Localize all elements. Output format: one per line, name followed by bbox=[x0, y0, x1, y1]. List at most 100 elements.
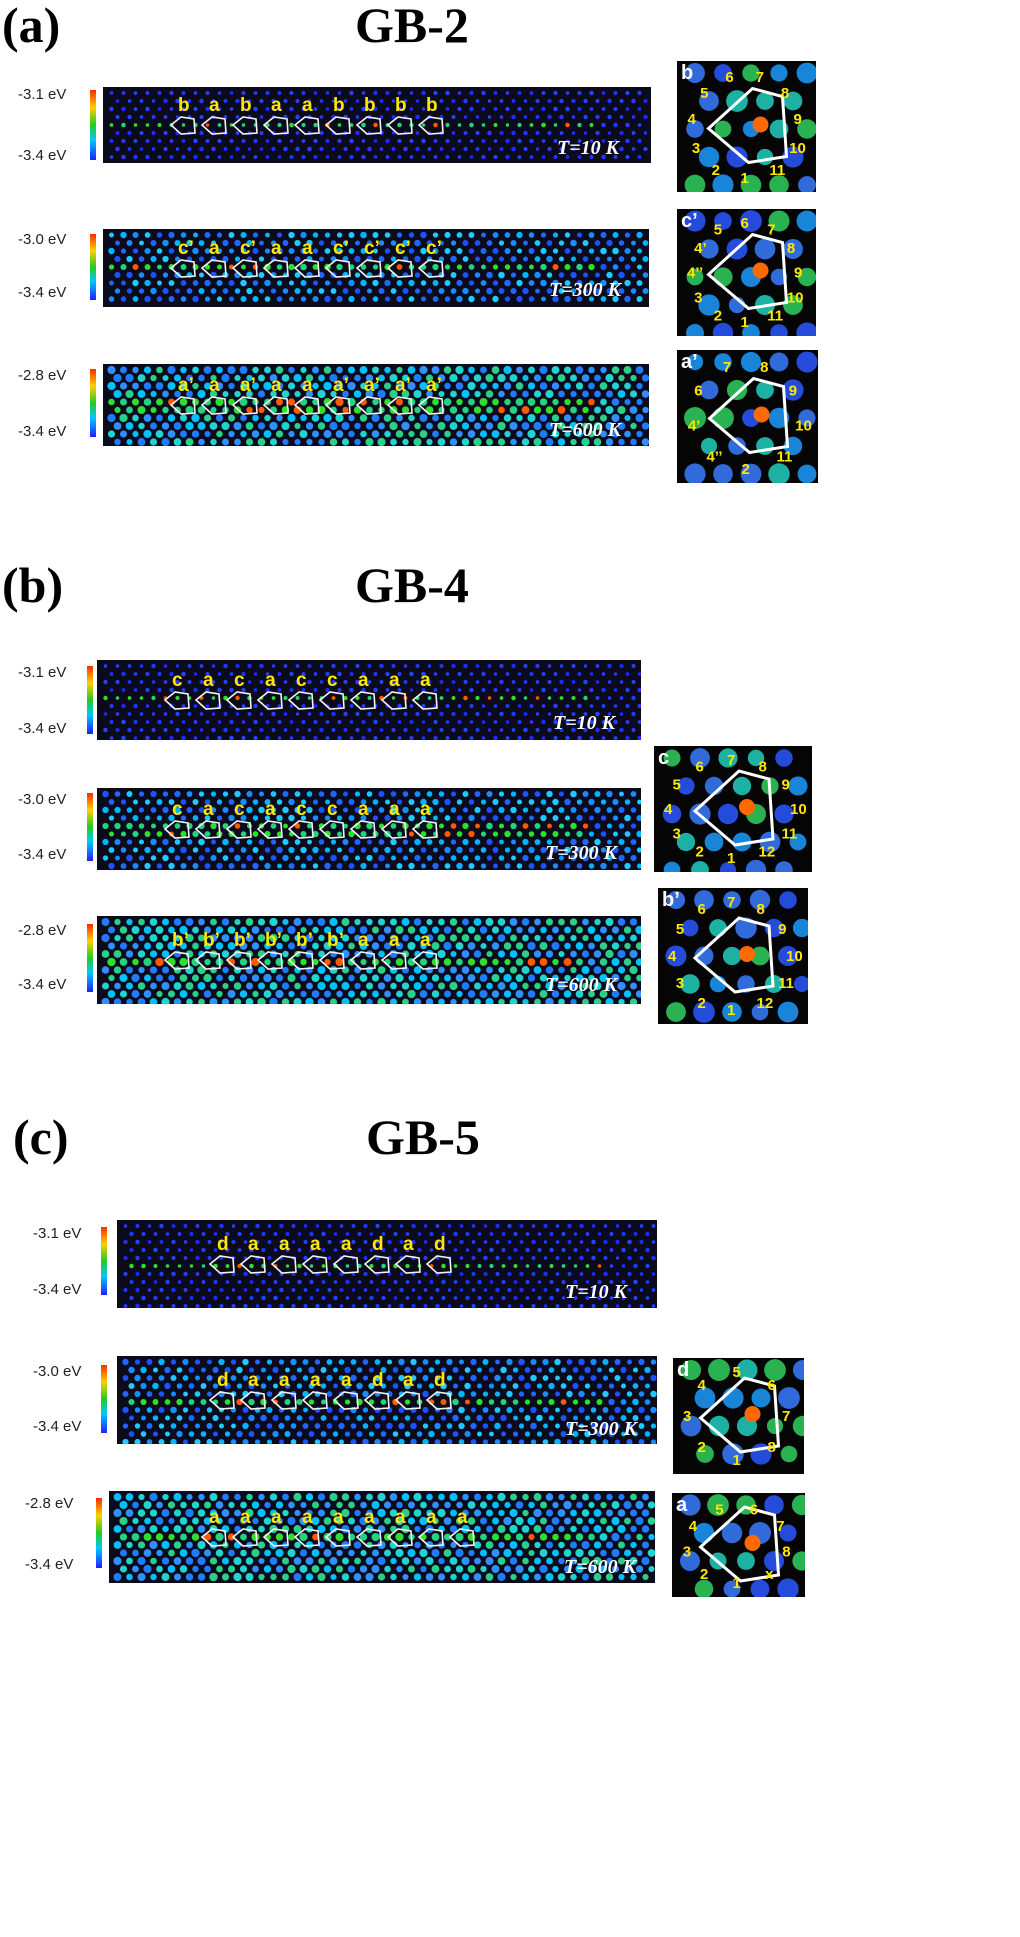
atom bbox=[179, 925, 188, 935]
atom bbox=[459, 1288, 464, 1292]
atom bbox=[165, 1296, 170, 1300]
atom bbox=[379, 728, 384, 732]
atom bbox=[150, 982, 157, 990]
atom bbox=[114, 822, 121, 830]
atom bbox=[204, 847, 211, 853]
atom bbox=[465, 1399, 470, 1405]
atom bbox=[349, 154, 354, 160]
atom bbox=[259, 115, 264, 119]
atom bbox=[540, 863, 547, 869]
atom bbox=[390, 918, 397, 926]
atom bbox=[600, 847, 607, 853]
atom bbox=[386, 1422, 393, 1430]
atom bbox=[198, 1493, 205, 1501]
atom bbox=[354, 422, 361, 430]
atom bbox=[547, 696, 552, 700]
atom bbox=[433, 735, 438, 740]
atom bbox=[108, 247, 115, 255]
atom bbox=[318, 240, 325, 246]
atom bbox=[139, 240, 144, 246]
atom bbox=[277, 138, 282, 144]
atom bbox=[275, 1501, 284, 1509]
atom bbox=[259, 712, 264, 716]
atom bbox=[269, 374, 278, 382]
atom bbox=[407, 941, 416, 951]
atom bbox=[541, 736, 546, 740]
atom bbox=[423, 1271, 428, 1277]
atom bbox=[145, 720, 150, 724]
atom bbox=[269, 406, 278, 414]
atom bbox=[505, 106, 510, 112]
atom bbox=[438, 1557, 445, 1565]
atom bbox=[224, 1382, 231, 1390]
atom bbox=[600, 1517, 607, 1525]
atom bbox=[603, 1271, 608, 1277]
atom bbox=[637, 154, 642, 160]
atom bbox=[204, 264, 211, 270]
atom bbox=[288, 263, 295, 271]
atom bbox=[714, 64, 732, 82]
atom bbox=[593, 1525, 602, 1533]
atom bbox=[289, 139, 294, 143]
atom bbox=[620, 1366, 627, 1374]
atom bbox=[636, 430, 643, 438]
atom-number: 1 bbox=[733, 1575, 741, 1592]
atom bbox=[545, 406, 554, 414]
atom bbox=[114, 838, 121, 846]
atom bbox=[149, 934, 158, 942]
atom bbox=[368, 1367, 375, 1373]
atom bbox=[589, 704, 594, 708]
atom bbox=[690, 748, 710, 768]
atom bbox=[480, 815, 487, 821]
atom bbox=[533, 1493, 542, 1501]
atom bbox=[588, 1517, 595, 1525]
atom bbox=[239, 990, 248, 998]
atom bbox=[549, 1279, 554, 1285]
atom bbox=[192, 247, 199, 255]
atom-number: 2 bbox=[714, 307, 722, 324]
atom bbox=[503, 1548, 512, 1558]
atom bbox=[736, 1359, 758, 1381]
atom bbox=[523, 727, 528, 733]
atom bbox=[577, 139, 582, 143]
atom bbox=[558, 1541, 565, 1549]
atom bbox=[295, 131, 300, 135]
atom-number: 9 bbox=[782, 777, 790, 794]
atom bbox=[432, 232, 439, 238]
atom bbox=[245, 934, 254, 942]
atom bbox=[576, 814, 583, 822]
atom bbox=[527, 958, 536, 966]
atom bbox=[650, 1406, 657, 1414]
atom-number: 8 bbox=[768, 1439, 776, 1456]
atom bbox=[308, 1399, 315, 1405]
atom bbox=[407, 366, 416, 374]
atom bbox=[234, 823, 241, 829]
atom bbox=[492, 382, 499, 390]
atom bbox=[377, 934, 386, 942]
atom bbox=[567, 1303, 572, 1308]
atom bbox=[173, 422, 182, 430]
atom bbox=[600, 1501, 607, 1509]
atom bbox=[539, 958, 548, 966]
atom bbox=[109, 703, 114, 709]
atom bbox=[498, 806, 505, 814]
gb-unit-outline bbox=[231, 396, 258, 415]
atom bbox=[369, 1263, 374, 1269]
atom bbox=[631, 240, 636, 246]
atom bbox=[211, 727, 216, 733]
atom bbox=[163, 664, 168, 668]
atom bbox=[579, 1255, 584, 1261]
atom bbox=[381, 1247, 386, 1253]
atom bbox=[467, 381, 476, 391]
atom bbox=[291, 1303, 296, 1308]
atom bbox=[119, 413, 128, 423]
atom bbox=[345, 1232, 350, 1236]
atom bbox=[189, 1264, 194, 1268]
atom bbox=[282, 240, 289, 246]
atom bbox=[497, 1557, 506, 1565]
atom bbox=[312, 398, 319, 406]
atom bbox=[488, 1414, 495, 1422]
atom bbox=[650, 1374, 657, 1382]
atom bbox=[450, 390, 457, 398]
atom bbox=[555, 1391, 560, 1397]
